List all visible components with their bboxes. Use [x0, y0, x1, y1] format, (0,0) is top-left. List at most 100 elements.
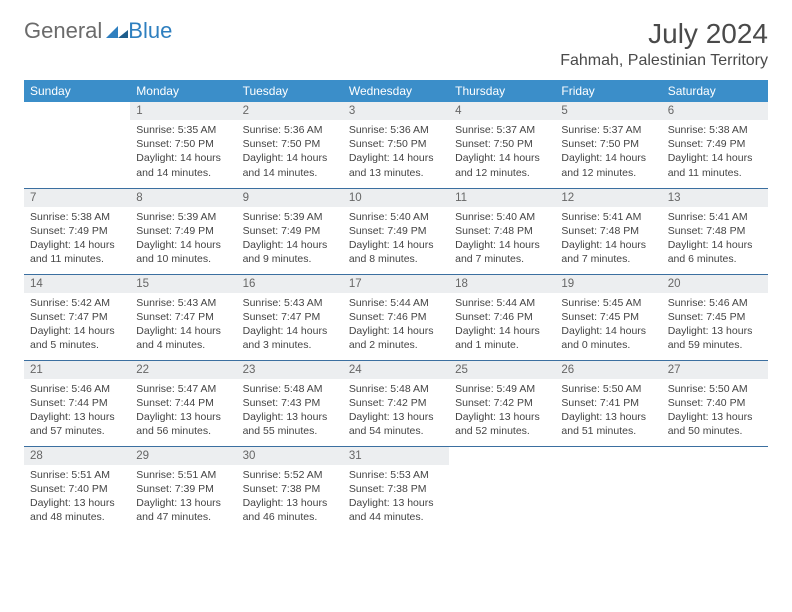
day-line-d2: and 0 minutes.	[561, 338, 655, 352]
day-line-ss: Sunset: 7:43 PM	[243, 396, 337, 410]
day-line-sr: Sunrise: 5:52 AM	[243, 468, 337, 482]
day-details: Sunrise: 5:39 AMSunset: 7:49 PMDaylight:…	[237, 207, 343, 271]
day-number: 8	[130, 189, 236, 207]
day-number: 20	[662, 275, 768, 293]
day-line-sr: Sunrise: 5:37 AM	[561, 123, 655, 137]
day-line-sr: Sunrise: 5:41 AM	[668, 210, 762, 224]
day-line-ss: Sunset: 7:49 PM	[30, 224, 124, 238]
day-line-d2: and 47 minutes.	[136, 510, 230, 524]
day-line-d1: Daylight: 14 hours	[668, 151, 762, 165]
day-line-sr: Sunrise: 5:38 AM	[30, 210, 124, 224]
day-details	[449, 465, 555, 472]
day-details: Sunrise: 5:40 AMSunset: 7:49 PMDaylight:…	[343, 207, 449, 271]
day-number: 17	[343, 275, 449, 293]
day-line-ss: Sunset: 7:38 PM	[243, 482, 337, 496]
day-number: 6	[662, 102, 768, 120]
page-title: July 2024	[560, 18, 768, 50]
weekday-header: Friday	[555, 80, 661, 102]
day-line-ss: Sunset: 7:40 PM	[668, 396, 762, 410]
day-number: 18	[449, 275, 555, 293]
calendar-cell: 18Sunrise: 5:44 AMSunset: 7:46 PMDayligh…	[449, 274, 555, 360]
day-line-d1: Daylight: 14 hours	[136, 324, 230, 338]
day-line-sr: Sunrise: 5:40 AM	[455, 210, 549, 224]
day-line-ss: Sunset: 7:48 PM	[455, 224, 549, 238]
day-line-sr: Sunrise: 5:41 AM	[561, 210, 655, 224]
calendar-cell: 16Sunrise: 5:43 AMSunset: 7:47 PMDayligh…	[237, 274, 343, 360]
day-line-d2: and 55 minutes.	[243, 424, 337, 438]
calendar-cell: 8Sunrise: 5:39 AMSunset: 7:49 PMDaylight…	[130, 188, 236, 274]
day-line-d2: and 13 minutes.	[349, 166, 443, 180]
day-details: Sunrise: 5:35 AMSunset: 7:50 PMDaylight:…	[130, 120, 236, 184]
day-details	[24, 120, 130, 127]
day-line-d1: Daylight: 13 hours	[30, 496, 124, 510]
calendar-week-row: 28Sunrise: 5:51 AMSunset: 7:40 PMDayligh…	[24, 446, 768, 532]
day-line-ss: Sunset: 7:50 PM	[243, 137, 337, 151]
day-line-ss: Sunset: 7:50 PM	[136, 137, 230, 151]
day-line-d1: Daylight: 13 hours	[668, 324, 762, 338]
day-line-d1: Daylight: 14 hours	[243, 324, 337, 338]
day-details: Sunrise: 5:50 AMSunset: 7:41 PMDaylight:…	[555, 379, 661, 443]
day-line-d2: and 6 minutes.	[668, 252, 762, 266]
day-line-d1: Daylight: 14 hours	[243, 238, 337, 252]
day-line-d2: and 11 minutes.	[30, 252, 124, 266]
day-line-ss: Sunset: 7:47 PM	[136, 310, 230, 324]
day-line-ss: Sunset: 7:45 PM	[561, 310, 655, 324]
calendar-cell: 11Sunrise: 5:40 AMSunset: 7:48 PMDayligh…	[449, 188, 555, 274]
weekday-header-row: SundayMondayTuesdayWednesdayThursdayFrid…	[24, 80, 768, 102]
day-line-d1: Daylight: 14 hours	[455, 324, 549, 338]
day-line-d1: Daylight: 14 hours	[349, 238, 443, 252]
day-details	[662, 465, 768, 472]
day-number: 7	[24, 189, 130, 207]
day-line-d1: Daylight: 13 hours	[136, 496, 230, 510]
day-number: 1	[130, 102, 236, 120]
day-details: Sunrise: 5:43 AMSunset: 7:47 PMDaylight:…	[237, 293, 343, 357]
day-line-d2: and 9 minutes.	[243, 252, 337, 266]
logo-text-blue: Blue	[128, 18, 172, 44]
header: General Blue July 2024 Fahmah, Palestini…	[24, 18, 768, 70]
calendar-cell: 12Sunrise: 5:41 AMSunset: 7:48 PMDayligh…	[555, 188, 661, 274]
day-line-d1: Daylight: 14 hours	[30, 238, 124, 252]
day-number: 16	[237, 275, 343, 293]
day-line-sr: Sunrise: 5:43 AM	[243, 296, 337, 310]
day-line-d2: and 46 minutes.	[243, 510, 337, 524]
day-line-ss: Sunset: 7:47 PM	[30, 310, 124, 324]
day-details: Sunrise: 5:37 AMSunset: 7:50 PMDaylight:…	[449, 120, 555, 184]
day-line-d2: and 8 minutes.	[349, 252, 443, 266]
day-line-d2: and 1 minute.	[455, 338, 549, 352]
day-number: 30	[237, 447, 343, 465]
day-line-sr: Sunrise: 5:48 AM	[349, 382, 443, 396]
day-line-sr: Sunrise: 5:44 AM	[455, 296, 549, 310]
weekday-header: Wednesday	[343, 80, 449, 102]
day-details: Sunrise: 5:44 AMSunset: 7:46 PMDaylight:…	[343, 293, 449, 357]
calendar-cell: 23Sunrise: 5:48 AMSunset: 7:43 PMDayligh…	[237, 360, 343, 446]
day-details: Sunrise: 5:36 AMSunset: 7:50 PMDaylight:…	[237, 120, 343, 184]
day-line-sr: Sunrise: 5:45 AM	[561, 296, 655, 310]
day-line-sr: Sunrise: 5:47 AM	[136, 382, 230, 396]
day-line-d2: and 12 minutes.	[455, 166, 549, 180]
day-number	[555, 447, 661, 465]
day-line-d1: Daylight: 14 hours	[455, 151, 549, 165]
day-line-sr: Sunrise: 5:51 AM	[30, 468, 124, 482]
day-line-d1: Daylight: 13 hours	[455, 410, 549, 424]
calendar-table: SundayMondayTuesdayWednesdayThursdayFrid…	[24, 80, 768, 532]
calendar-week-row: 21Sunrise: 5:46 AMSunset: 7:44 PMDayligh…	[24, 360, 768, 446]
calendar-cell	[449, 446, 555, 532]
day-number: 2	[237, 102, 343, 120]
calendar-cell: 26Sunrise: 5:50 AMSunset: 7:41 PMDayligh…	[555, 360, 661, 446]
day-number: 22	[130, 361, 236, 379]
day-details: Sunrise: 5:44 AMSunset: 7:46 PMDaylight:…	[449, 293, 555, 357]
day-line-ss: Sunset: 7:47 PM	[243, 310, 337, 324]
day-line-sr: Sunrise: 5:50 AM	[668, 382, 762, 396]
day-details: Sunrise: 5:38 AMSunset: 7:49 PMDaylight:…	[24, 207, 130, 271]
day-line-sr: Sunrise: 5:48 AM	[243, 382, 337, 396]
day-line-d1: Daylight: 14 hours	[455, 238, 549, 252]
day-number: 19	[555, 275, 661, 293]
calendar-cell: 24Sunrise: 5:48 AMSunset: 7:42 PMDayligh…	[343, 360, 449, 446]
day-line-ss: Sunset: 7:45 PM	[668, 310, 762, 324]
day-line-ss: Sunset: 7:49 PM	[349, 224, 443, 238]
day-line-d2: and 4 minutes.	[136, 338, 230, 352]
day-line-d1: Daylight: 13 hours	[561, 410, 655, 424]
day-line-ss: Sunset: 7:42 PM	[349, 396, 443, 410]
day-line-d2: and 7 minutes.	[561, 252, 655, 266]
day-line-ss: Sunset: 7:50 PM	[349, 137, 443, 151]
